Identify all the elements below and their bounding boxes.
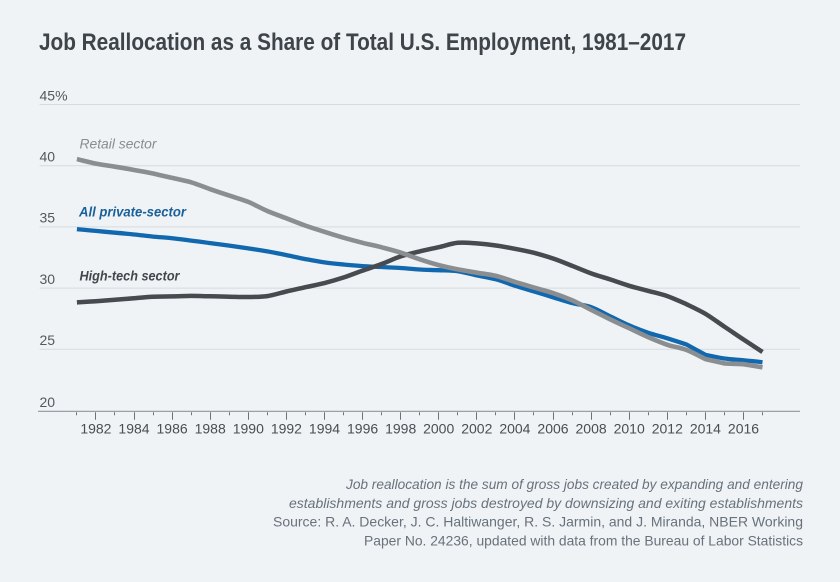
svg-text:2012: 2012	[652, 421, 683, 437]
svg-text:Job reallocation is the sum of: Job reallocation is the sum of gross job…	[345, 476, 803, 492]
svg-text:2014: 2014	[690, 421, 721, 437]
svg-text:Paper No. 24236, updated with: Paper No. 24236, updated with data from …	[364, 532, 803, 548]
svg-text:45%: 45%	[40, 87, 68, 103]
svg-text:1996: 1996	[347, 421, 378, 437]
svg-text:1992: 1992	[271, 421, 302, 437]
svg-text:Retail sector: Retail sector	[80, 135, 158, 151]
svg-text:2016: 2016	[728, 421, 759, 437]
svg-text:40: 40	[40, 149, 56, 165]
svg-text:Job Reallocation as a Share of: Job Reallocation as a Share of Total U.S…	[39, 29, 686, 56]
svg-text:2010: 2010	[614, 421, 645, 437]
svg-text:2004: 2004	[499, 421, 530, 437]
svg-text:2008: 2008	[576, 421, 607, 437]
svg-text:2000: 2000	[423, 421, 454, 437]
svg-text:High-tech sector: High-tech sector	[80, 268, 181, 284]
svg-text:1988: 1988	[195, 421, 226, 437]
svg-text:35: 35	[40, 210, 56, 226]
svg-text:2006: 2006	[537, 421, 568, 437]
svg-text:2002: 2002	[461, 421, 492, 437]
svg-text:1986: 1986	[157, 421, 188, 437]
svg-text:1984: 1984	[118, 421, 149, 437]
svg-text:1994: 1994	[309, 421, 340, 437]
svg-text:20: 20	[40, 394, 56, 410]
svg-text:1982: 1982	[80, 421, 111, 437]
svg-text:30: 30	[40, 271, 56, 287]
svg-text:establishments and gross jobs: establishments and gross jobs destroyed …	[289, 495, 803, 511]
svg-text:25: 25	[40, 332, 56, 348]
svg-text:1998: 1998	[385, 421, 416, 437]
svg-text:Source: R. A. Decker, J. C. Ha: Source: R. A. Decker, J. C. Haltiwanger,…	[273, 514, 803, 530]
svg-text:All private-sector: All private-sector	[78, 204, 187, 220]
svg-text:1990: 1990	[233, 421, 264, 437]
